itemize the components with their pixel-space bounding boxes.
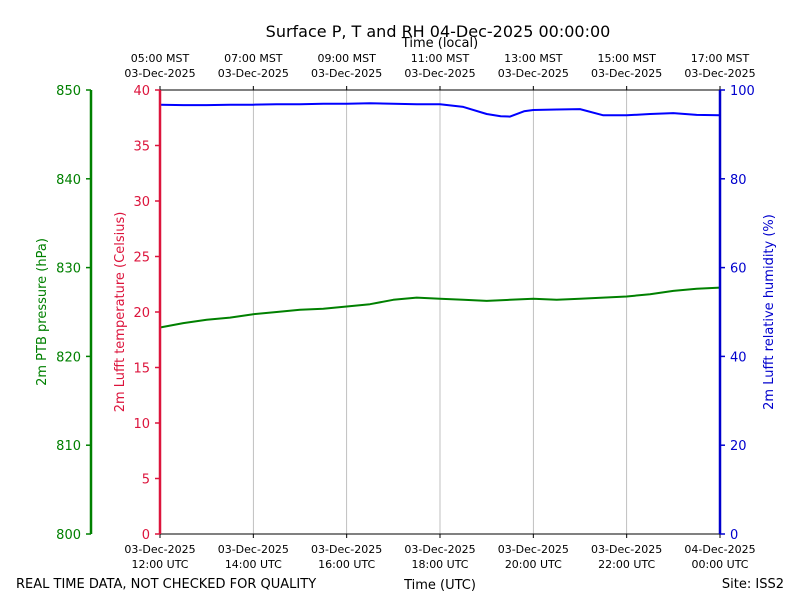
temperature-tick-label: 10: [133, 417, 150, 432]
temperature-tick-label: 5: [142, 473, 150, 488]
bottom-tick-label-date: 03-Dec-2025: [124, 543, 195, 556]
temperature-tick-label: 25: [133, 251, 150, 266]
top-tick-label-date: 03-Dec-2025: [124, 67, 195, 80]
pressure-tick-label: 820: [56, 350, 81, 365]
temperature-tick-label: 40: [133, 84, 150, 99]
humidity-tick-label: 60: [730, 262, 747, 277]
series-line-humidity: [159, 102, 721, 118]
chart-title: Surface P, T and RH 04-Dec-2025 00:00:00: [266, 22, 611, 41]
temperature-tick-label: 15: [133, 362, 150, 377]
series-lines: [159, 102, 721, 329]
bottom-tick-label-date: 03-Dec-2025: [498, 543, 569, 556]
temperature-tick-label: 30: [133, 195, 150, 210]
top-tick-label-time: 13:00 MST: [504, 52, 563, 65]
top-tick-label-time: 07:00 MST: [224, 52, 283, 65]
bottom-tick-label-time: 14:00 UTC: [225, 558, 282, 571]
bottom-tick-label-date: 04-Dec-2025: [684, 543, 755, 556]
bottom-tick-label-date: 03-Dec-2025: [311, 543, 382, 556]
grid-lines: [252, 90, 628, 534]
top-tick-label-time: 05:00 MST: [131, 52, 190, 65]
axes: 05:00 MST 03-Dec-2025 07:00 MST 03-Dec-2025…: [35, 52, 777, 571]
bottom-tick-label-date: 03-Dec-2025: [591, 543, 662, 556]
humidity-axis-label: 2m Lufft relative humidity (%): [762, 214, 777, 410]
top-tick-label-date: 03-Dec-2025: [404, 67, 475, 80]
pressure-tick-label: 810: [56, 439, 81, 454]
bottom-tick-label-time: 16:00 UTC: [318, 558, 375, 571]
footer-disclaimer: REAL TIME DATA, NOT CHECKED FOR QUALITY: [16, 577, 316, 592]
bottom-tick-label-date: 03-Dec-2025: [218, 543, 289, 556]
bottom-tick-label-time: 20:00 UTC: [505, 558, 562, 571]
series-line-temperature: [159, 286, 721, 329]
bottom-tick-label-time: 12:00 UTC: [131, 558, 188, 571]
bottom-tick-label-time: 18:00 UTC: [411, 558, 468, 571]
bottom-tick-label-time: 00:00 UTC: [691, 558, 748, 571]
top-tick-label-time: 17:00 MST: [691, 52, 750, 65]
temperature-tick-label: 35: [133, 140, 150, 155]
top-tick-label-date: 03-Dec-2025: [591, 67, 662, 80]
footer-site: Site: ISS2: [722, 577, 784, 592]
pressure-tick-label: 830: [56, 262, 81, 277]
top-tick-label-date: 03-Dec-2025: [684, 67, 755, 80]
temperature-axis-label: 2m Lufft temperature (Celsius): [113, 212, 128, 413]
pressure-tick-label: 850: [56, 84, 81, 99]
bottom-tick-label-time: 22:00 UTC: [598, 558, 655, 571]
bottom-axis-label: Time (UTC): [403, 578, 476, 593]
pressure-tick-label: 800: [56, 528, 81, 543]
top-tick-label-date: 03-Dec-2025: [218, 67, 289, 80]
pressure-tick-label: 840: [56, 173, 81, 188]
top-axis-label: Time (local): [401, 36, 478, 51]
top-tick-label-date: 03-Dec-2025: [498, 67, 569, 80]
top-tick-label-time: 11:00 MST: [411, 52, 470, 65]
top-tick-label-date: 03-Dec-2025: [311, 67, 382, 80]
bottom-tick-label-date: 03-Dec-2025: [404, 543, 475, 556]
humidity-tick-label: 0: [730, 528, 738, 543]
humidity-tick-label: 20: [730, 439, 747, 454]
top-tick-label-time: 09:00 MST: [317, 52, 376, 65]
temperature-tick-label: 0: [142, 528, 150, 543]
top-tick-label-time: 15:00 MST: [597, 52, 656, 65]
pressure-axis-label: 2m PTB pressure (hPa): [35, 238, 50, 386]
humidity-tick-label: 100: [730, 84, 755, 99]
humidity-tick-label: 80: [730, 173, 747, 188]
humidity-tick-label: 40: [730, 350, 747, 365]
temperature-tick-label: 20: [133, 306, 150, 321]
